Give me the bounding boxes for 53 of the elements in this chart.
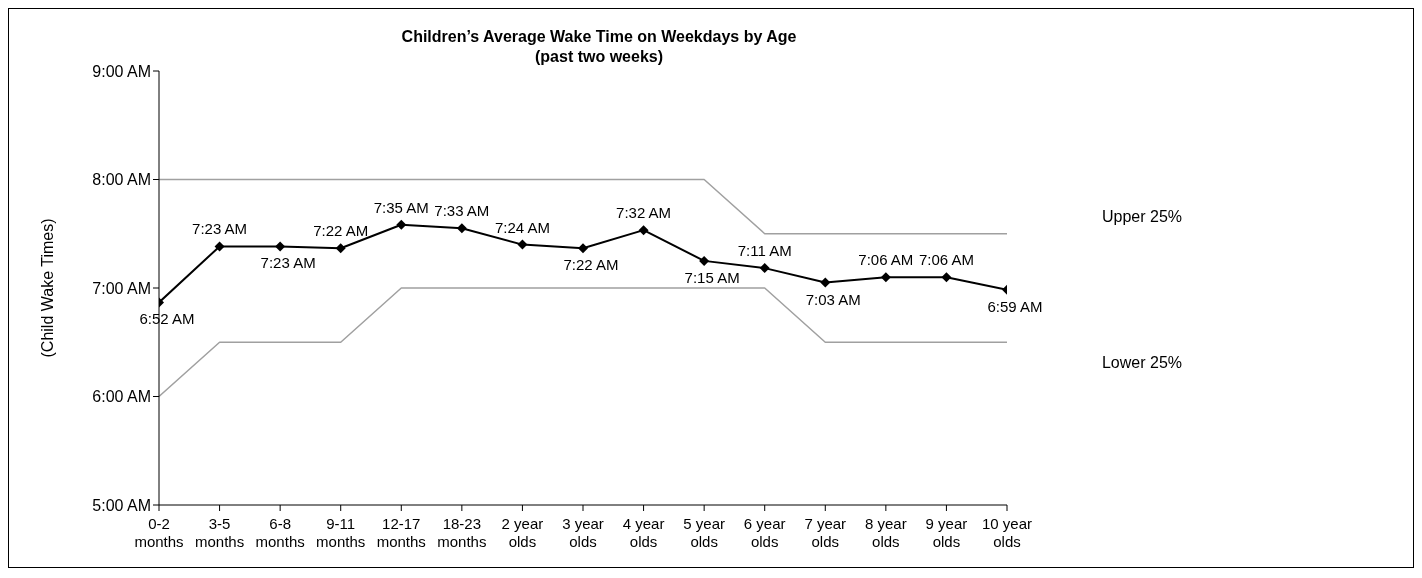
x-tick-label: 3 year olds [562, 515, 604, 550]
text: Lower 25% [1101, 354, 1182, 372]
x-tick-label: 18-23 months [437, 515, 487, 550]
text: Upper 25% [1101, 207, 1182, 225]
x-tick-label: 9-11 months [316, 515, 366, 550]
data-label: 7:23 AM [192, 220, 248, 238]
data-label: 7:06 AM [918, 251, 974, 269]
point [699, 255, 710, 266]
x-tick-label: 5 year olds [683, 515, 725, 550]
x-tick-label: 6 year olds [743, 515, 786, 550]
data-label: 7:33 AM [434, 202, 490, 220]
data-label: 7:06 AM [858, 251, 914, 269]
y-tick-label: 5:00 AM [92, 496, 151, 514]
y-tick-label: 6:00 AM [92, 388, 151, 406]
data-label: 7:35 AM [373, 198, 429, 216]
point [880, 272, 891, 283]
point [396, 219, 407, 230]
x-tick-label: 10 year olds [981, 515, 1033, 550]
point [578, 243, 588, 254]
point [335, 243, 346, 254]
data-label: 7:15 AM [684, 268, 740, 286]
y-axis-title: (Child Wake Times) [38, 218, 56, 358]
x-tick-label: 12-17 months [376, 515, 426, 550]
data-label: 6:52 AM [139, 310, 195, 328]
point [275, 241, 286, 252]
x-tick-label: 8 year olds [865, 515, 907, 550]
point [456, 223, 467, 234]
point [517, 239, 528, 250]
data-label: 7:22 AM [313, 222, 369, 240]
point [759, 263, 770, 274]
point [214, 241, 225, 252]
data-label: 7:32 AM [616, 204, 672, 222]
x-tick-label: 4 year olds [622, 515, 665, 550]
point [941, 272, 952, 283]
y-tick-label: 8:00 AM [92, 171, 151, 189]
x-tick-label: 2 year olds [501, 515, 544, 550]
x-tick-label: 3-5 months [194, 515, 245, 550]
point [638, 225, 649, 236]
point [820, 277, 831, 288]
x-tick-label: 9 year olds [925, 515, 968, 550]
x-tick-label: 6-8 months [255, 515, 305, 550]
data-label: 7:11 AM [737, 242, 792, 260]
x-tick-label: 7 year olds [804, 515, 847, 550]
data-label: 7:24 AM [494, 218, 550, 236]
x-tick-label: 0-2 months [134, 515, 184, 550]
data-label: 7:22 AM [563, 256, 619, 274]
y-tick-label: 7:00 AM [92, 279, 151, 297]
chart-subtitle: (past two weeks) [534, 48, 664, 65]
chart-title: Children’s Average Wake Time on Weekdays by Age [400, 27, 798, 47]
data-label: 7:23 AM [260, 254, 316, 272]
y-tick-label: 9:00 AM [92, 62, 151, 80]
data-label: 7:03 AM [805, 290, 861, 308]
data-label: 6:59 AM [987, 297, 1043, 315]
